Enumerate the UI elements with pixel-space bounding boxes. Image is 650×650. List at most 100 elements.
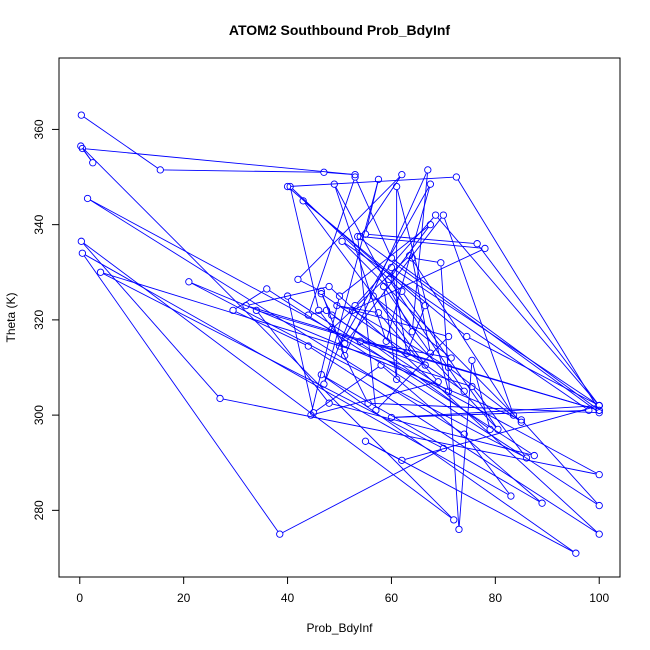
series-line-segment	[282, 449, 441, 534]
data-point	[421, 361, 429, 369]
series-line-segment	[83, 255, 279, 532]
data-point	[595, 406, 603, 414]
series-line-segment	[407, 308, 425, 351]
series-line-segment	[235, 290, 265, 310]
series-line-segment	[324, 182, 379, 382]
series-line-segment	[437, 217, 598, 404]
series-line-segment	[332, 403, 532, 456]
data-point	[426, 180, 435, 188]
data-point	[507, 492, 515, 500]
series-line-segment	[457, 179, 598, 408]
data-point	[486, 425, 494, 434]
series-line-segment	[363, 341, 423, 365]
series-line-segment	[415, 258, 438, 263]
data-point	[517, 418, 525, 426]
series-line-segment	[368, 442, 574, 553]
data-point	[468, 382, 476, 391]
data-point	[77, 111, 85, 119]
series-line-segment	[472, 363, 490, 427]
data-point	[460, 387, 468, 395]
x-tick-label: 60	[385, 591, 399, 605]
data-point	[392, 375, 401, 384]
data-point	[77, 142, 85, 150]
data-point	[77, 237, 85, 245]
series-line-segment	[83, 243, 219, 397]
series-line-segment	[82, 148, 92, 161]
series-line-segment	[320, 312, 344, 342]
series-line-segment	[380, 314, 437, 380]
series-line-segment	[258, 312, 328, 401]
y-tick-label: 360	[32, 119, 46, 139]
series-line-segment	[404, 406, 597, 460]
data-point	[185, 278, 193, 286]
data-point	[351, 173, 359, 181]
data-point	[398, 287, 406, 295]
series-line-segment	[191, 282, 519, 420]
series-line-segment	[299, 176, 400, 278]
data-point	[156, 166, 164, 174]
x-axis: 0 20 40 60 80 100	[76, 576, 610, 605]
data-point	[341, 340, 349, 348]
data-point	[434, 378, 442, 386]
data-point	[328, 311, 336, 319]
x-axis-label: Prob_BdyInf	[306, 621, 373, 635]
data-point	[89, 159, 97, 167]
series-line-segment	[478, 245, 598, 404]
data-point	[335, 292, 344, 300]
series-line-segment	[412, 173, 428, 329]
series-line-segment	[403, 293, 497, 428]
series-line-segment	[523, 421, 598, 504]
series-line-segment	[290, 189, 319, 308]
y-axis-label: Theta (K)	[4, 292, 18, 342]
x-tick-label: 80	[489, 591, 503, 605]
data-point	[460, 430, 468, 438]
data-point	[333, 301, 341, 310]
data-point	[294, 275, 302, 284]
data-point	[455, 525, 463, 534]
series-line-segment	[90, 199, 597, 474]
series-line-segment	[249, 286, 327, 306]
series-line-segment	[305, 202, 465, 335]
series-line-segment	[360, 238, 597, 412]
data-point	[283, 292, 292, 300]
series-line-segment	[465, 436, 510, 494]
data-point	[361, 437, 370, 445]
series-line-segment	[444, 217, 513, 413]
series-line-segment	[287, 299, 314, 410]
series-line-segment	[85, 148, 352, 175]
data-point	[426, 349, 435, 357]
data-point	[439, 444, 448, 453]
series-line-segment	[191, 282, 524, 457]
data-point	[307, 411, 315, 419]
data-point	[229, 306, 237, 315]
data-point	[83, 194, 92, 203]
series-line-segment	[333, 257, 408, 328]
data-point	[585, 406, 593, 414]
series-line-segment	[346, 217, 442, 342]
data-point	[452, 173, 461, 181]
series-line-segment	[385, 288, 429, 351]
series-line-segment	[304, 203, 424, 363]
data-point	[338, 237, 346, 245]
series-line-segment	[410, 258, 513, 413]
data-point	[322, 306, 331, 315]
data-point	[387, 413, 396, 422]
series-line-segment	[289, 297, 532, 455]
data-point	[387, 263, 396, 272]
series-line-segment	[393, 259, 597, 409]
series-line-segment	[290, 176, 454, 187]
y-tick-label: 340	[32, 214, 46, 234]
series-line-segment	[323, 295, 462, 390]
series-line-segment	[394, 405, 597, 418]
series-line-segment	[315, 366, 379, 412]
data-point	[398, 171, 406, 179]
series-line-segment	[340, 348, 368, 401]
data-point	[431, 211, 440, 219]
series-line-segment	[473, 388, 525, 456]
series-line-segment	[440, 265, 460, 527]
data-point	[286, 182, 294, 191]
data-point	[538, 499, 546, 507]
data-point	[595, 470, 603, 479]
data-point	[426, 221, 435, 229]
series-line-segment	[292, 188, 400, 290]
